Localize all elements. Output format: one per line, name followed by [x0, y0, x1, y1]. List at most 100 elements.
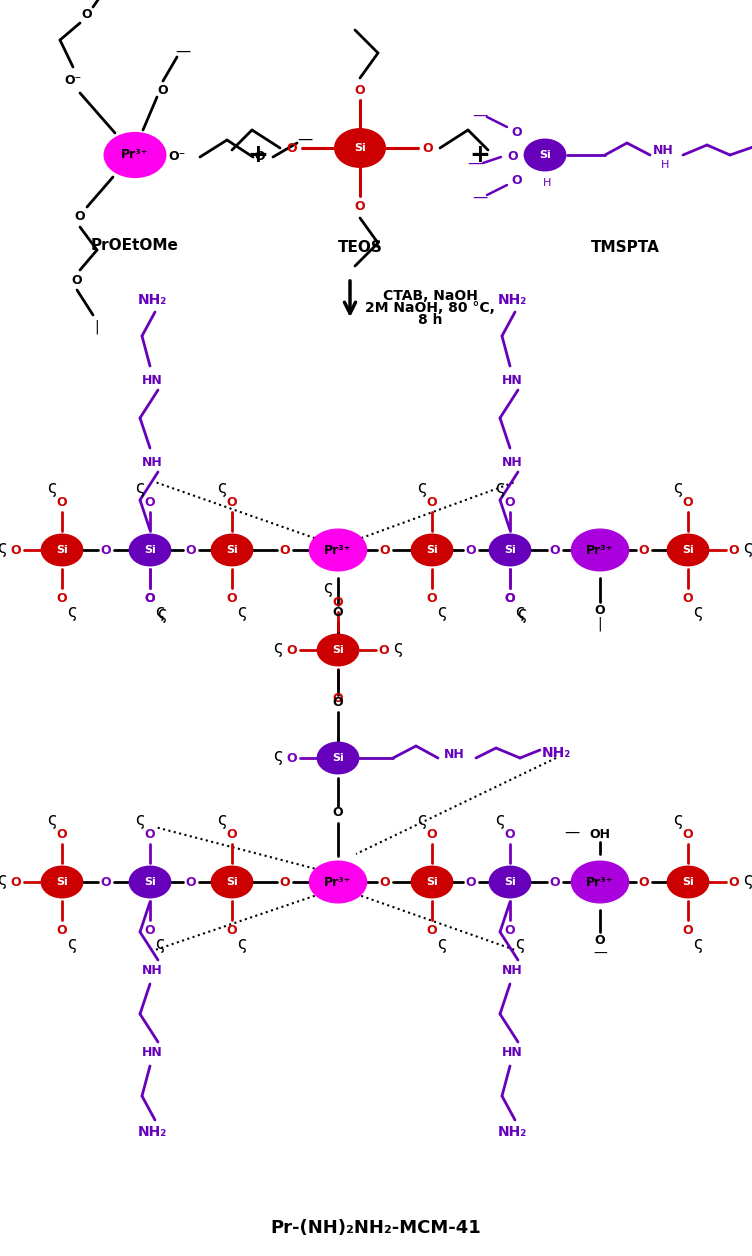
Ellipse shape — [572, 529, 629, 570]
Ellipse shape — [490, 867, 531, 898]
Text: ς: ς — [437, 603, 447, 620]
Text: ς: ς — [155, 934, 165, 953]
Text: ς: ς — [515, 934, 525, 953]
Text: O: O — [11, 544, 21, 556]
Text: O⁻: O⁻ — [65, 74, 82, 87]
Text: O: O — [683, 592, 693, 604]
Text: —: — — [297, 132, 313, 147]
Ellipse shape — [490, 534, 531, 565]
Text: HN: HN — [502, 373, 523, 387]
Text: ς: ς — [673, 479, 683, 497]
Text: ς: ς — [693, 934, 703, 953]
Text: Si: Si — [354, 143, 366, 153]
Text: O: O — [729, 544, 739, 556]
Text: O: O — [144, 592, 156, 604]
Text: Si: Si — [56, 877, 68, 887]
Ellipse shape — [667, 534, 708, 565]
Text: —: — — [564, 824, 580, 839]
Text: ς: ς — [323, 579, 333, 597]
Text: —: — — [472, 190, 487, 205]
Text: O: O — [144, 496, 156, 509]
Text: Pr³⁺: Pr³⁺ — [324, 875, 352, 888]
Text: Si: Si — [226, 545, 238, 555]
Text: O: O — [683, 496, 693, 509]
Ellipse shape — [572, 862, 629, 903]
Text: NH: NH — [141, 963, 162, 976]
Ellipse shape — [317, 634, 359, 666]
Text: O: O — [426, 592, 438, 604]
Text: O: O — [683, 828, 693, 840]
Text: NH₂: NH₂ — [138, 293, 167, 306]
Text: O: O — [332, 595, 344, 608]
Text: O: O — [144, 923, 156, 937]
Text: OH: OH — [590, 828, 611, 840]
Text: O: O — [729, 875, 739, 888]
Text: ς: ς — [135, 479, 145, 497]
Text: NH₂: NH₂ — [497, 1125, 526, 1139]
Text: O: O — [550, 544, 560, 556]
Text: O: O — [426, 828, 438, 840]
Text: 2M NaOH, 80 °C,: 2M NaOH, 80 °C, — [365, 301, 495, 315]
Text: O: O — [683, 923, 693, 937]
Text: O: O — [56, 923, 68, 937]
Text: Si: Si — [682, 877, 694, 887]
Text: O: O — [158, 83, 168, 97]
Text: Si: Si — [144, 545, 156, 555]
Text: Si: Si — [504, 877, 516, 887]
Text: ς: ς — [743, 870, 752, 889]
Text: —: — — [593, 947, 607, 961]
Ellipse shape — [211, 867, 253, 898]
Text: O: O — [144, 592, 156, 604]
Text: O: O — [280, 544, 290, 556]
Ellipse shape — [524, 139, 566, 171]
Text: O: O — [280, 875, 290, 888]
Text: HN: HN — [141, 1045, 162, 1059]
Text: O: O — [101, 544, 111, 556]
Text: O: O — [71, 274, 82, 286]
Text: ς: ς — [417, 479, 427, 497]
Text: TMSPTA: TMSPTA — [590, 240, 660, 255]
Text: ς: ς — [217, 479, 227, 497]
Text: ς: ς — [47, 479, 57, 497]
Text: O: O — [101, 875, 111, 888]
Text: ς: ς — [47, 811, 57, 829]
Text: +: + — [247, 143, 268, 167]
Text: O: O — [595, 933, 605, 947]
Text: ς: ς — [273, 639, 283, 657]
Text: Si: Si — [426, 545, 438, 555]
Text: O: O — [255, 151, 265, 163]
Ellipse shape — [667, 867, 708, 898]
Text: ς: ς — [673, 811, 683, 829]
Text: ς: ς — [157, 605, 167, 623]
Text: ς: ς — [517, 605, 527, 623]
Text: O: O — [186, 544, 196, 556]
Text: NH₂: NH₂ — [497, 293, 526, 306]
Text: ς: ς — [273, 747, 283, 765]
Text: O: O — [226, 923, 238, 937]
Text: HN: HN — [141, 373, 162, 387]
Text: O: O — [287, 751, 297, 765]
Text: O: O — [144, 828, 156, 840]
Text: —: — — [468, 156, 483, 171]
Ellipse shape — [309, 862, 367, 903]
Text: O: O — [465, 875, 476, 888]
Text: O: O — [511, 127, 523, 139]
Text: Si: Si — [504, 545, 516, 555]
Text: O: O — [505, 923, 515, 937]
Text: O: O — [638, 875, 649, 888]
Text: NH: NH — [141, 456, 162, 468]
Text: 8 h: 8 h — [418, 313, 442, 327]
Ellipse shape — [411, 534, 453, 565]
Text: O: O — [226, 496, 238, 509]
Text: Si: Si — [332, 646, 344, 654]
Text: O: O — [380, 544, 390, 556]
Text: O: O — [332, 605, 344, 618]
Text: ς: ς — [693, 603, 703, 620]
Ellipse shape — [411, 867, 453, 898]
Text: ς: ς — [393, 639, 403, 657]
Text: Si: Si — [56, 545, 68, 555]
Ellipse shape — [335, 129, 385, 167]
Ellipse shape — [129, 867, 171, 898]
Text: O: O — [355, 83, 365, 97]
Text: Pr³⁺: Pr³⁺ — [587, 875, 614, 888]
